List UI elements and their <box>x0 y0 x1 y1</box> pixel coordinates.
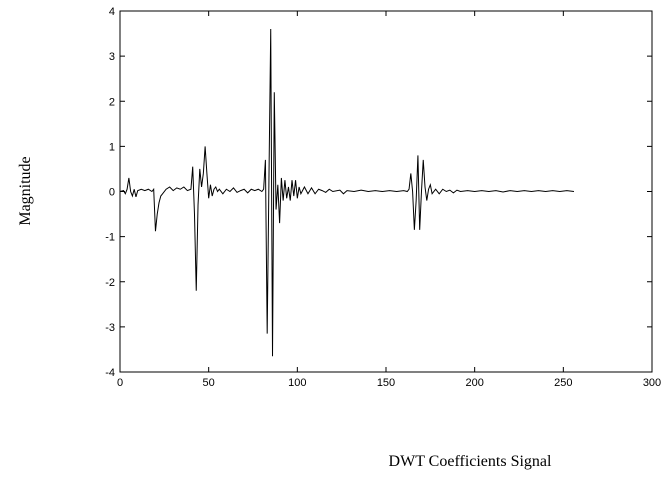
x-tick-label: 200 <box>465 377 483 389</box>
x-tick-label: 150 <box>377 377 395 389</box>
y-tick-label: -2 <box>105 277 115 289</box>
y-tick-label: -1 <box>105 232 115 244</box>
x-tick-label: 250 <box>554 377 572 389</box>
x-tick-label: 300 <box>643 377 661 389</box>
y-axis-label: Magnitude <box>17 156 34 225</box>
y-tick-label: 2 <box>109 96 115 108</box>
data-line <box>119 29 575 357</box>
x-tick-label: 0 <box>117 377 123 389</box>
y-tick-label: 4 <box>109 6 115 18</box>
y-tick-label: 1 <box>109 141 115 153</box>
x-tick-label: 50 <box>203 377 215 389</box>
y-tick-label: -3 <box>105 322 115 334</box>
y-tick-label: 3 <box>109 51 115 63</box>
y-tick-label: 0 <box>109 187 115 199</box>
x-axis-label: DWT Coefficients Signal <box>389 453 552 470</box>
y-tick-label: -4 <box>105 367 115 379</box>
x-tick-label: 100 <box>288 377 306 389</box>
